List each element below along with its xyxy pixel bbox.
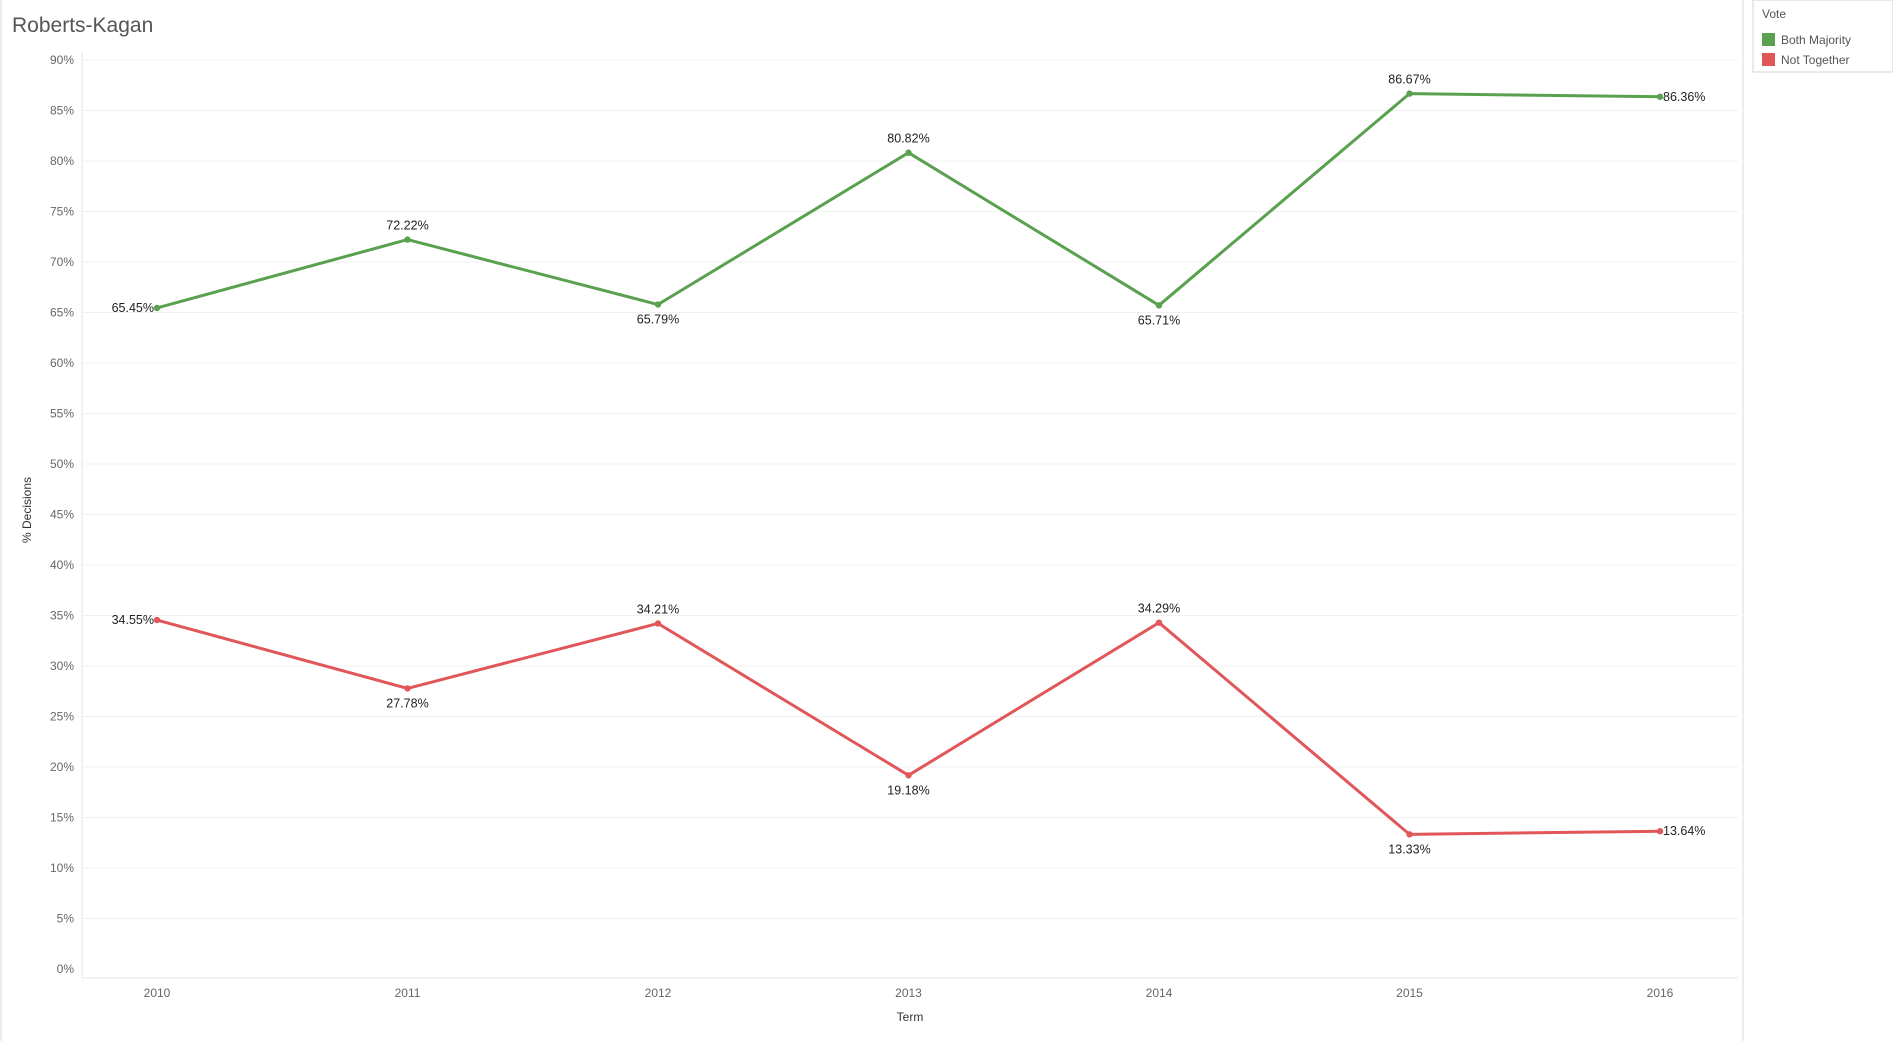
x-tick-label: 2014 bbox=[1146, 986, 1173, 1000]
data-label: 34.29% bbox=[1138, 602, 1180, 616]
data-point[interactable] bbox=[1656, 93, 1664, 100]
y-tick-label: 65% bbox=[50, 306, 74, 320]
x-tick-label: 2010 bbox=[144, 986, 171, 1000]
data-label: 72.22% bbox=[386, 219, 428, 233]
chart-title: Roberts-Kagan bbox=[12, 14, 153, 37]
series-not-together: 34.55% 27.78% 34.21% 19.18% 34.29% 13.33% 13.6… bbox=[112, 602, 1706, 857]
data-point[interactable] bbox=[654, 301, 662, 308]
data-label: 86.36% bbox=[1663, 90, 1705, 104]
data-point[interactable] bbox=[905, 149, 912, 156]
y-tick-label: 70% bbox=[50, 255, 74, 269]
series-line bbox=[156, 92, 1661, 310]
y-tick-label: 30% bbox=[50, 659, 74, 673]
y-tick-label: 0% bbox=[57, 962, 75, 976]
y-tick-label: 80% bbox=[50, 154, 74, 168]
data-label: 65.45% bbox=[112, 301, 154, 315]
y-axis-title: % Decisions bbox=[20, 477, 34, 543]
y-tick-label: 15% bbox=[50, 811, 74, 825]
series-line bbox=[156, 618, 1661, 836]
data-point[interactable] bbox=[1656, 828, 1664, 835]
data-point[interactable] bbox=[905, 772, 912, 779]
legend-items: Both Majority Not Together bbox=[1762, 33, 1851, 67]
y-tick-label: 75% bbox=[50, 205, 74, 219]
gridlines bbox=[0, 0, 1744, 1041]
x-axis-ticks: 2010 2011 2012 2013 2014 2015 2016 bbox=[144, 986, 1674, 1000]
data-label: 34.55% bbox=[112, 613, 154, 627]
y-tick-label: 45% bbox=[50, 508, 74, 522]
data-point[interactable] bbox=[404, 685, 411, 692]
y-tick-label: 5% bbox=[57, 912, 75, 926]
data-point[interactable] bbox=[654, 620, 662, 627]
data-label: 80.82% bbox=[887, 132, 929, 146]
x-axis-title: Term bbox=[897, 1010, 924, 1024]
data-label: 13.64% bbox=[1663, 824, 1705, 838]
x-tick-label: 2013 bbox=[895, 986, 922, 1000]
y-tick-label: 55% bbox=[50, 407, 74, 421]
y-axis-ticks: 0% 5% 10% 15% 20% 25% 30% 35% 40% 45% 50% 55% 60% 65%… bbox=[50, 53, 74, 976]
series-both-majority: 65.45% 72.22% 65.79% 80.82% 65.71% 86.67% 86.3… bbox=[112, 73, 1706, 328]
data-label: 86.67% bbox=[1388, 73, 1430, 87]
data-point[interactable] bbox=[1155, 619, 1163, 626]
y-tick-label: 85% bbox=[50, 104, 74, 118]
data-point[interactable] bbox=[153, 304, 161, 312]
x-tick-label: 2015 bbox=[1396, 986, 1423, 1000]
legend-box bbox=[1752, 0, 1893, 73]
y-tick-label: 60% bbox=[50, 356, 74, 370]
legend-label[interactable]: Both Majority bbox=[1781, 33, 1851, 47]
x-tick-label: 2011 bbox=[395, 986, 421, 1000]
data-point[interactable] bbox=[1155, 302, 1163, 309]
y-tick-label: 90% bbox=[50, 53, 74, 67]
y-tick-label: 35% bbox=[50, 609, 74, 623]
y-tick-label: 10% bbox=[50, 861, 74, 875]
legend-swatch[interactable] bbox=[1762, 53, 1775, 66]
y-tick-label: 25% bbox=[50, 710, 74, 724]
x-tick-label: 2016 bbox=[1647, 986, 1674, 1000]
y-tick-label: 20% bbox=[50, 760, 74, 774]
legend-title: Vote bbox=[1762, 7, 1786, 21]
data-point[interactable] bbox=[1406, 90, 1413, 97]
legend: Vote Both Majority Not Together bbox=[1752, 0, 1893, 73]
legend-swatch[interactable] bbox=[1762, 33, 1775, 46]
data-label: 27.78% bbox=[386, 696, 428, 710]
legend-label[interactable]: Not Together bbox=[1781, 53, 1850, 67]
y-tick-label: 50% bbox=[50, 457, 74, 471]
data-label: 34.21% bbox=[637, 602, 679, 616]
data-label: 13.33% bbox=[1388, 842, 1430, 856]
data-label: 65.71% bbox=[1138, 313, 1180, 327]
y-tick-label: 40% bbox=[50, 558, 74, 572]
series-layer: 65.45% 72.22% 65.79% 80.82% 65.71% 86.67% 86.3… bbox=[112, 73, 1706, 857]
data-point[interactable] bbox=[1406, 831, 1413, 838]
data-point[interactable] bbox=[404, 236, 411, 243]
data-label: 19.18% bbox=[887, 783, 929, 797]
data-label: 65.79% bbox=[637, 313, 679, 327]
data-point[interactable] bbox=[153, 616, 161, 624]
x-tick-label: 2012 bbox=[645, 986, 672, 1000]
